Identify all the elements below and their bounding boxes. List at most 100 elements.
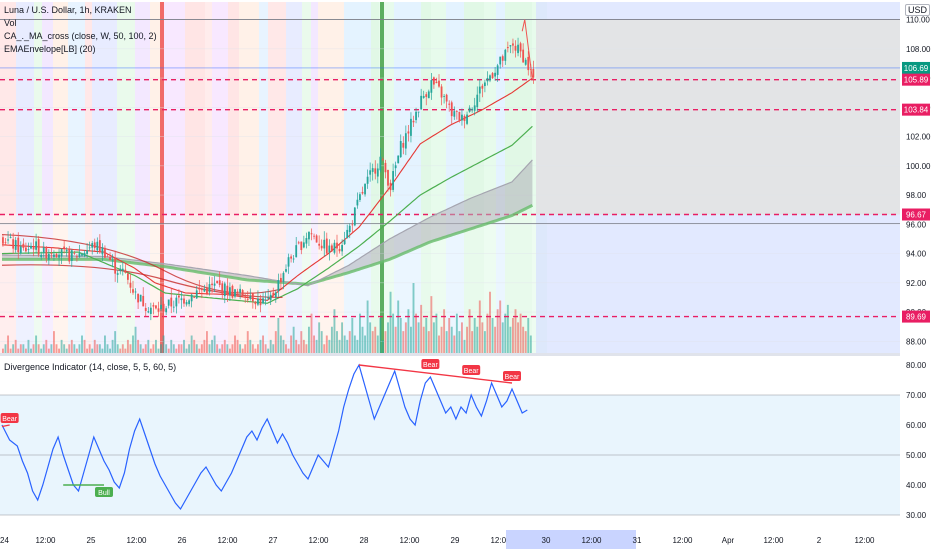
candle-body (19, 246, 22, 254)
volume-bar (111, 339, 114, 353)
volume-bar (203, 339, 206, 353)
envelope-upper-line (1, 233, 283, 294)
candle-body (63, 246, 66, 249)
volume-bar (435, 313, 438, 353)
regime-band (394, 2, 421, 353)
candle-body (231, 285, 234, 298)
volume-bar (19, 344, 22, 353)
candle-body (348, 225, 351, 233)
volume-bar (328, 339, 331, 353)
candle-body (160, 304, 162, 310)
ema-short-line (1, 77, 533, 301)
candle-body (522, 49, 525, 63)
candle-body (144, 307, 147, 312)
currency-label[interactable]: USD (904, 4, 930, 16)
candle-body (499, 56, 502, 65)
volume-bar (17, 348, 20, 353)
volume-bar (86, 348, 89, 353)
time-tick-label: 12:00 (399, 536, 420, 545)
volume-bar (96, 344, 99, 353)
volume-bar (425, 318, 428, 353)
candle-body (4, 242, 7, 244)
volume-bar (149, 348, 152, 353)
candle-body (47, 253, 50, 260)
volume-bar (234, 335, 236, 353)
chart-title[interactable]: Luna / U.S. Dollar, 1h, KRAKEN (4, 5, 132, 15)
candle-body (527, 56, 530, 71)
volume-bar (501, 322, 504, 353)
candle-body (453, 111, 456, 117)
volume-bar (264, 344, 267, 353)
candle-body (109, 257, 111, 261)
regime-band (117, 2, 135, 353)
volume-bar (313, 335, 315, 353)
divergence-indicator-legend[interactable]: Divergence Indicator (14, close, 5, 5, 6… (4, 362, 177, 372)
volume-bar (473, 318, 476, 353)
regime-band (268, 2, 286, 353)
volume-bar (101, 348, 104, 353)
candle-body (333, 242, 336, 253)
candle-body (331, 245, 333, 252)
candle-body (14, 240, 17, 250)
ema-envelope-legend[interactable]: EMAEnvelope[LB] (20) (4, 44, 96, 54)
candle-body (404, 133, 407, 149)
candle-body (188, 300, 190, 305)
candle-body (318, 243, 321, 246)
regime-band (212, 2, 228, 353)
volume-bar (466, 326, 468, 353)
volume-bar (399, 318, 402, 353)
regime-band (205, 2, 212, 353)
volume-bar (2, 348, 4, 353)
time-tick-label: 12:00 (581, 536, 602, 545)
candle-body (471, 108, 474, 110)
volume-bar (241, 348, 244, 353)
candle-body (494, 72, 496, 77)
candle-body (425, 94, 428, 97)
candle-body (203, 288, 206, 292)
volume-bar (244, 344, 247, 353)
volume-bar (14, 339, 17, 353)
candle-body (137, 293, 139, 303)
volume-bar (83, 339, 86, 353)
volume-legend[interactable]: Vol (4, 18, 17, 28)
volume-bar (172, 344, 175, 353)
volume-bar (458, 331, 461, 353)
ma-cross-legend[interactable]: CA_._MA_cross (close, W, 50, 100, 2) (4, 31, 157, 41)
bear-signal-tag (421, 359, 440, 369)
candle-body (121, 268, 124, 271)
candle-body (305, 238, 308, 244)
candle-body (58, 254, 60, 258)
candle-body (226, 285, 229, 295)
moving-averages (1, 77, 534, 304)
candle-body (96, 241, 99, 251)
bear-signal-label: Bear (2, 416, 17, 423)
volume-bar (397, 300, 400, 353)
volume-bar (70, 339, 73, 353)
candle-body (262, 298, 264, 304)
candle-body (461, 114, 463, 121)
volume-bar (91, 348, 94, 353)
regime-band (496, 2, 505, 353)
volume-bar (320, 331, 323, 353)
volume-bar (290, 335, 293, 353)
candle-body (175, 297, 178, 307)
candle-body (356, 199, 359, 206)
volume-bar (384, 331, 387, 353)
time-tick-label: 12:00 (217, 536, 238, 545)
volume-bar (364, 335, 366, 353)
candle-body (366, 176, 369, 184)
time-tick-label: 25 (87, 536, 96, 545)
price-tick-label: 92.00 (906, 279, 927, 288)
candle-body (292, 258, 295, 260)
candle-body (287, 257, 290, 267)
candle-body (104, 247, 106, 258)
volume-bars (2, 283, 532, 353)
candle-body (524, 59, 527, 65)
candle-body (519, 43, 522, 52)
price-tag (902, 103, 930, 116)
volume-bar (522, 326, 525, 353)
volume-bar (139, 344, 142, 353)
volume-bar (226, 344, 229, 353)
candle-body (134, 291, 137, 293)
